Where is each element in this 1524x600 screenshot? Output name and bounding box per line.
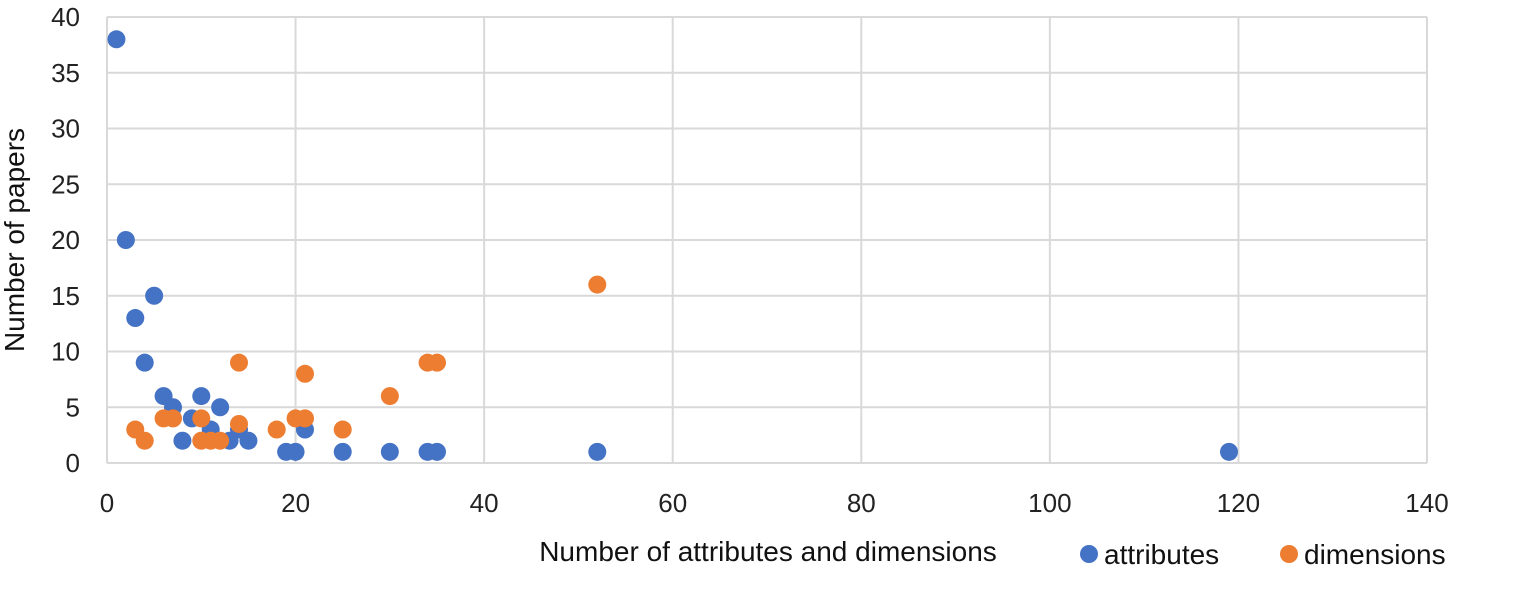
- point-attributes: [380, 442, 399, 461]
- point-dimensions: [192, 409, 211, 428]
- point-attributes: [107, 30, 126, 49]
- point-dimensions: [588, 275, 607, 294]
- point-attributes: [286, 442, 305, 461]
- legend: attributes dimensions: [1080, 539, 1446, 570]
- y-tick-label: 35: [51, 58, 80, 88]
- x-tick-label: 40: [470, 488, 499, 518]
- y-tick-label: 10: [51, 337, 80, 367]
- x-tick-label: 120: [1217, 488, 1260, 518]
- y-axis-title: Number of papers: [0, 128, 30, 352]
- x-tick-label: 80: [847, 488, 876, 518]
- point-attributes: [211, 398, 230, 417]
- point-dimensions: [164, 409, 182, 428]
- legend-label-attributes: attributes: [1104, 539, 1219, 570]
- point-attributes: [192, 387, 211, 406]
- point-dimensions: [135, 431, 154, 450]
- y-tick-label: 25: [51, 169, 80, 199]
- y-tick-label: 30: [51, 114, 80, 144]
- grid-layer: [107, 16, 1428, 463]
- point-dimensions: [428, 353, 446, 372]
- axis-layer: [106, 17, 1427, 464]
- legend-label-dimensions: dimensions: [1304, 539, 1446, 570]
- point-dimensions: [296, 409, 314, 428]
- x-tick-label: 20: [281, 488, 310, 518]
- x-tick-label: 0: [100, 488, 114, 518]
- point-attributes: [1220, 442, 1238, 461]
- y-tick-label: 20: [51, 225, 80, 255]
- point-attributes: [116, 231, 135, 249]
- point-attributes: [428, 442, 446, 461]
- y-tick-label: 15: [51, 281, 80, 311]
- x-axis-title: Number of attributes and dimensions: [539, 536, 997, 567]
- point-attributes: [333, 442, 352, 461]
- point-dimensions: [333, 420, 352, 439]
- point-dimensions: [230, 414, 248, 433]
- legend-marker-attributes: [1080, 545, 1098, 563]
- tick-labels: 0 5 10 15 20 25 30 35 40 0 20 40 60 80 100 120 140: [51, 2, 1449, 518]
- point-dimensions: [267, 420, 286, 439]
- legend-marker-dimensions: [1280, 545, 1298, 563]
- point-dimensions: [296, 364, 314, 383]
- point-attributes: [126, 309, 145, 328]
- y-tick-label: 40: [51, 2, 80, 32]
- x-tick-label: 60: [658, 488, 687, 518]
- x-tick-label: 140: [1405, 488, 1448, 518]
- y-tick-label: 5: [66, 392, 80, 422]
- point-attributes: [145, 286, 164, 305]
- point-dimensions: [211, 431, 230, 450]
- point-attributes: [239, 431, 258, 450]
- data-points: [107, 30, 1238, 461]
- point-attributes: [173, 431, 192, 450]
- x-tick-label: 100: [1028, 488, 1071, 518]
- y-tick-label: 0: [66, 448, 80, 478]
- point-attributes: [588, 442, 607, 461]
- point-attributes: [135, 353, 154, 372]
- point-dimensions: [380, 387, 399, 406]
- point-dimensions: [230, 353, 248, 372]
